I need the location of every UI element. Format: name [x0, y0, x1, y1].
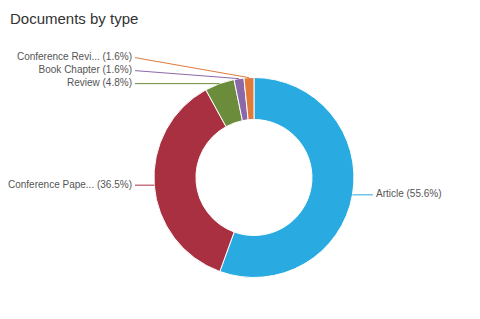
title: Documents by type — [10, 10, 138, 27]
leader-line — [135, 71, 239, 79]
leader-line — [135, 58, 249, 78]
slice — [220, 78, 354, 278]
slice-label: Book Chapter (1.6%) — [39, 64, 132, 75]
slice-label: Article (55.6%) — [376, 188, 442, 199]
slice — [244, 78, 254, 120]
slice-label: Conference Revi... (1.6%) — [17, 51, 132, 62]
donut — [135, 58, 373, 278]
leader-line — [135, 185, 154, 186]
leader-lines — [135, 58, 373, 195]
leader-line — [352, 194, 373, 195]
slice-label: Review (4.8%) — [67, 77, 132, 88]
leader-line — [135, 83, 220, 84]
chart: Documents by type Article (55.6%) Conferen… — [0, 0, 480, 319]
labels: Article (55.6%) Conference Pape... (36.5%… — [8, 51, 442, 199]
slice-label: Conference Pape... (36.5%) — [8, 179, 132, 190]
